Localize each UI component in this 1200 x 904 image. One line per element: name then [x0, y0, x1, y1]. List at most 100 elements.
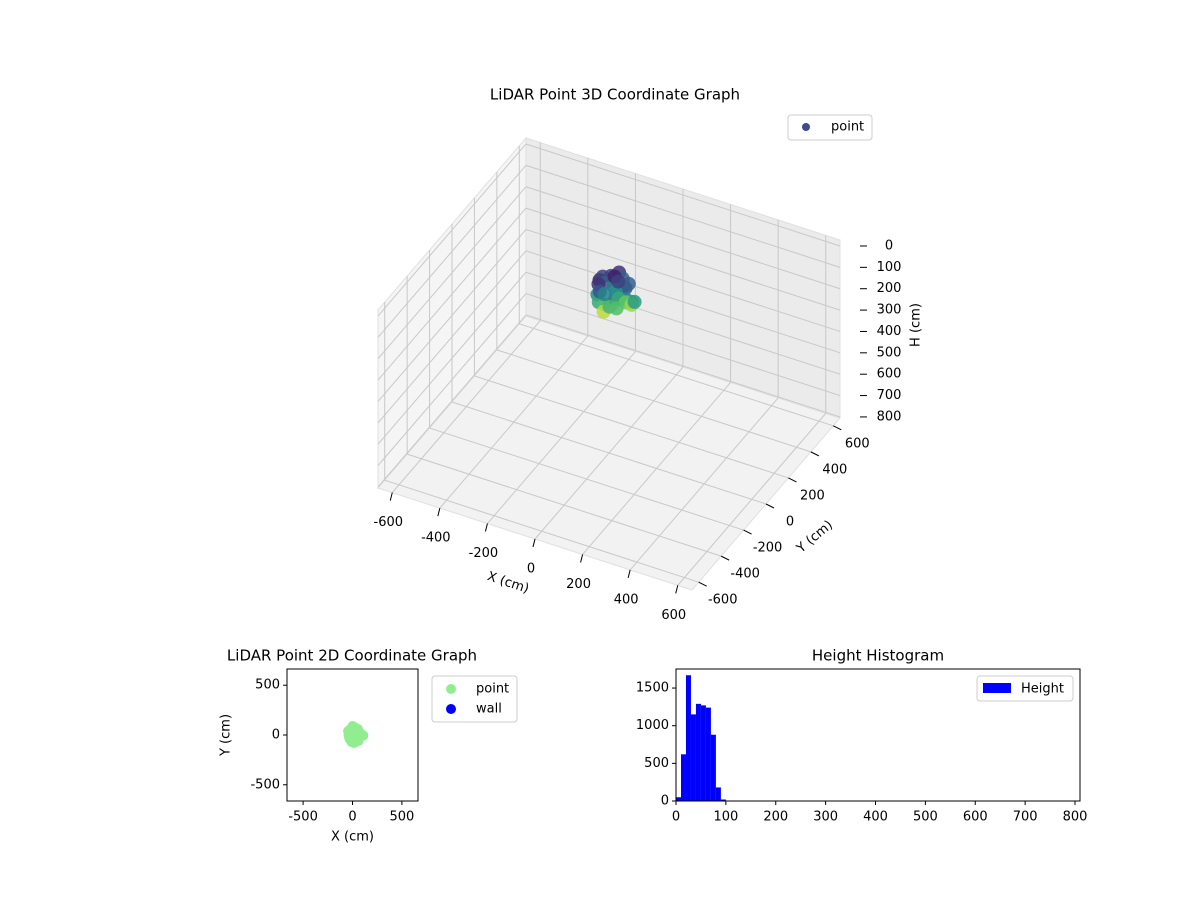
histogram-bar	[695, 703, 701, 801]
x-tick-label: 100	[713, 810, 738, 825]
z-tick-label: 300	[877, 303, 902, 318]
tick-mark	[720, 555, 730, 561]
tick-mark	[627, 569, 631, 579]
tick-mark	[765, 503, 775, 509]
z-tick-label: 100	[877, 260, 902, 275]
y-tick-label: 500	[644, 756, 669, 771]
tick-mark	[698, 581, 707, 587]
tick-mark	[389, 492, 393, 501]
x-tick-label: -500	[288, 810, 318, 825]
z-tick-label: 600	[877, 367, 902, 382]
tick-mark	[833, 425, 842, 431]
y-tick-label: -500	[250, 777, 280, 792]
grid-line	[406, 453, 722, 557]
grid-line	[377, 165, 527, 338]
grid-line	[377, 229, 527, 402]
grid-line	[525, 293, 841, 397]
histogram-bar	[710, 734, 716, 801]
x-tick-label: 0	[348, 810, 356, 825]
plot-frame	[675, 668, 1081, 802]
chart-title: LiDAR Point 2D Coordinate Graph	[227, 647, 477, 665]
z-tick-label: 400	[877, 324, 902, 339]
x-tick-label: 400	[863, 810, 888, 825]
x-tick-label: 200	[566, 577, 591, 592]
chart-title: LiDAR Point 3D Coordinate Graph	[490, 86, 740, 104]
z-tick-label: 500	[877, 345, 902, 360]
x-tick-label: 600	[661, 608, 686, 623]
y-tick-label: 500	[255, 678, 280, 693]
tick-mark	[532, 538, 536, 548]
y-tick-label: 0	[661, 794, 669, 809]
y-tick-label: 1000	[636, 718, 669, 733]
z-tick-label: 700	[877, 388, 902, 403]
grid-line	[525, 314, 841, 418]
legend-marker	[983, 683, 1011, 693]
x-tick-label: 700	[1013, 810, 1038, 825]
legend-label: point	[476, 682, 509, 697]
y-tick-label: 200	[800, 488, 825, 503]
grid-line	[525, 143, 841, 247]
x-tick-label: 600	[963, 810, 988, 825]
grid-line	[525, 228, 841, 332]
x-axis-label: X (cm)	[331, 830, 374, 845]
tick-mark	[743, 529, 752, 535]
y-tick-label: -600	[708, 593, 738, 608]
grid-line	[525, 186, 841, 290]
grid-line	[377, 314, 527, 488]
grid-line	[384, 479, 699, 583]
legend-marker	[446, 704, 456, 714]
legend-box	[976, 675, 1074, 702]
grid-line	[474, 375, 789, 479]
y-tick-label: 0	[272, 728, 280, 743]
chart-title: Height Histogram	[812, 647, 944, 665]
grid-line	[525, 250, 841, 354]
grid-line	[519, 323, 834, 427]
y-tick-label: 400	[822, 462, 847, 477]
histogram-bar	[685, 675, 691, 801]
data-point	[597, 287, 612, 302]
z-axis-label: H (cm)	[909, 303, 924, 347]
legend-label: point	[831, 120, 864, 135]
legend-box	[787, 114, 873, 141]
tick-mark	[580, 554, 584, 563]
y-tick-label: 600	[845, 436, 870, 451]
grid-line	[377, 271, 527, 445]
data-point	[358, 730, 369, 741]
histogram-bar	[676, 797, 681, 801]
x-tick-label: 500	[913, 810, 938, 825]
histogram-bar	[705, 707, 711, 801]
grid-line	[377, 143, 527, 317]
grid-line	[377, 250, 527, 424]
y-axis-label: Y (cm)	[219, 714, 234, 757]
tick-mark	[484, 523, 488, 532]
grid-line	[525, 164, 841, 268]
histogram-bar	[700, 705, 706, 801]
y-tick-label: -400	[730, 567, 760, 582]
x-tick-label: 400	[614, 592, 639, 607]
x-tick-label: 800	[1063, 810, 1088, 825]
x-tick-label: 200	[763, 810, 788, 825]
data-point	[609, 301, 624, 316]
tick-mark	[437, 507, 441, 517]
y-tick-label: 0	[786, 515, 794, 530]
x-tick-label: 0	[527, 562, 535, 577]
legend-label: Height	[1021, 682, 1064, 697]
z-tick-label: 0	[885, 238, 893, 253]
x-tick-label: -200	[469, 546, 499, 561]
grid-line	[377, 207, 527, 381]
histogram-bar	[690, 714, 696, 801]
x-tick-label: -400	[421, 531, 451, 546]
x-tick-label: 500	[389, 810, 414, 825]
grid-line	[525, 271, 841, 375]
grid-line	[377, 186, 527, 360]
grid-line	[451, 401, 767, 505]
data-point	[621, 276, 636, 291]
tick-mark	[788, 477, 797, 483]
legend-label: wall	[476, 702, 502, 717]
x-tick-label: 0	[672, 810, 680, 825]
grid-line	[377, 293, 527, 466]
x-tick-label: -600	[374, 515, 404, 530]
data-point	[627, 294, 642, 309]
legend-marker	[446, 684, 456, 694]
